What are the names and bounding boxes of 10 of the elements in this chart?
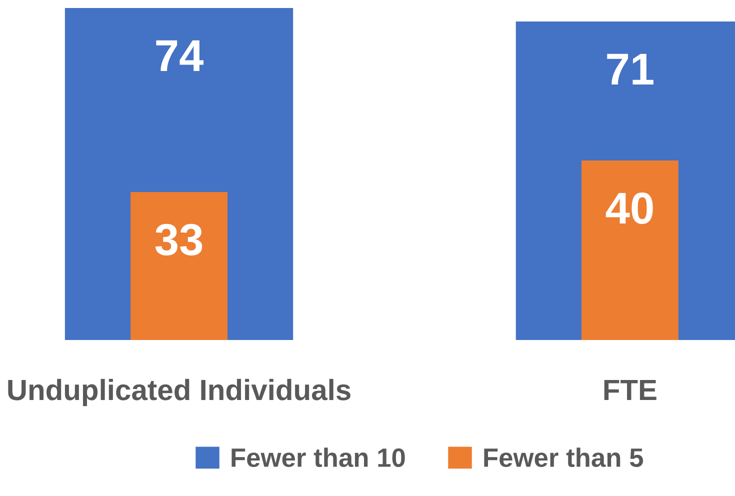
legend-label: Fewer than 10 <box>232 448 405 468</box>
legend-label: Fewer than 5 <box>484 448 644 468</box>
bar <box>581 160 678 340</box>
x-tick-label: Unduplicated Individuals <box>8 378 350 406</box>
data-label: 33 <box>155 224 202 256</box>
bar <box>130 192 228 340</box>
data-label: 74 <box>156 40 204 71</box>
x-tick-label: FTE <box>604 380 656 400</box>
data-label: 40 <box>606 192 653 224</box>
data-label: 71 <box>607 54 654 84</box>
